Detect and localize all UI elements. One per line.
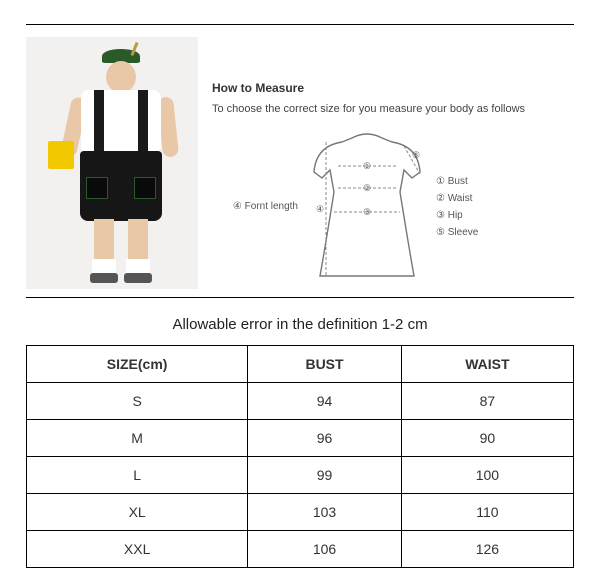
marker-2: ② bbox=[363, 183, 371, 193]
legend-waist: ② Waist bbox=[436, 190, 478, 207]
cell-waist: 110 bbox=[401, 494, 573, 531]
cell-size: M bbox=[27, 420, 248, 457]
marker-4: ④ bbox=[316, 204, 324, 214]
top-rule bbox=[26, 24, 574, 25]
front-length-label: ④ Fornt length bbox=[212, 199, 298, 214]
marker-5: ⑤ bbox=[412, 150, 420, 160]
measure-panel: How to Measure To choose the correct siz… bbox=[212, 37, 574, 289]
cell-size: S bbox=[27, 383, 248, 420]
top-section: How to Measure To choose the correct siz… bbox=[26, 37, 574, 289]
legend-bust: ① Bust bbox=[436, 173, 478, 190]
cell-bust: 106 bbox=[248, 531, 402, 568]
tolerance-note: Allowable error in the definition 1-2 cm bbox=[26, 316, 574, 333]
col-bust: BUST bbox=[248, 346, 402, 383]
marker-3: ③ bbox=[363, 207, 371, 217]
mid-rule bbox=[26, 297, 574, 298]
dress-outline-icon: ① ② ③ ④ ⑤ bbox=[308, 132, 426, 282]
cell-waist: 87 bbox=[401, 383, 573, 420]
legend-sleeve: ⑤ Sleeve bbox=[436, 224, 478, 241]
cell-waist: 100 bbox=[401, 457, 573, 494]
measure-subtitle: To choose the correct size for you measu… bbox=[212, 101, 574, 118]
table-row: M 96 90 bbox=[27, 420, 574, 457]
marker-1: ① bbox=[363, 161, 371, 171]
cell-size: XL bbox=[27, 494, 248, 531]
legend-hip: ③ Hip bbox=[436, 207, 478, 224]
measure-legend: ① Bust ② Waist ③ Hip ⑤ Sleeve bbox=[436, 173, 478, 241]
table-row: L 99 100 bbox=[27, 457, 574, 494]
table-row: S 94 87 bbox=[27, 383, 574, 420]
table-header-row: SIZE(cm) BUST WAIST bbox=[27, 346, 574, 383]
cell-bust: 99 bbox=[248, 457, 402, 494]
product-photo bbox=[26, 37, 198, 289]
size-table: SIZE(cm) BUST WAIST S 94 87 M 96 90 L 99… bbox=[26, 345, 574, 568]
col-size: SIZE(cm) bbox=[27, 346, 248, 383]
measure-diagram: ④ Fornt length ① ② ③ ④ ⑤ ① Bu bbox=[212, 132, 574, 282]
table-row: XXL 106 126 bbox=[27, 531, 574, 568]
col-waist: WAIST bbox=[401, 346, 573, 383]
cell-size: XXL bbox=[27, 531, 248, 568]
cell-bust: 103 bbox=[248, 494, 402, 531]
cell-waist: 90 bbox=[401, 420, 573, 457]
table-row: XL 103 110 bbox=[27, 494, 574, 531]
measure-title: How to Measure bbox=[212, 79, 574, 97]
cell-size: L bbox=[27, 457, 248, 494]
cell-bust: 94 bbox=[248, 383, 402, 420]
cell-waist: 126 bbox=[401, 531, 573, 568]
cell-bust: 96 bbox=[248, 420, 402, 457]
